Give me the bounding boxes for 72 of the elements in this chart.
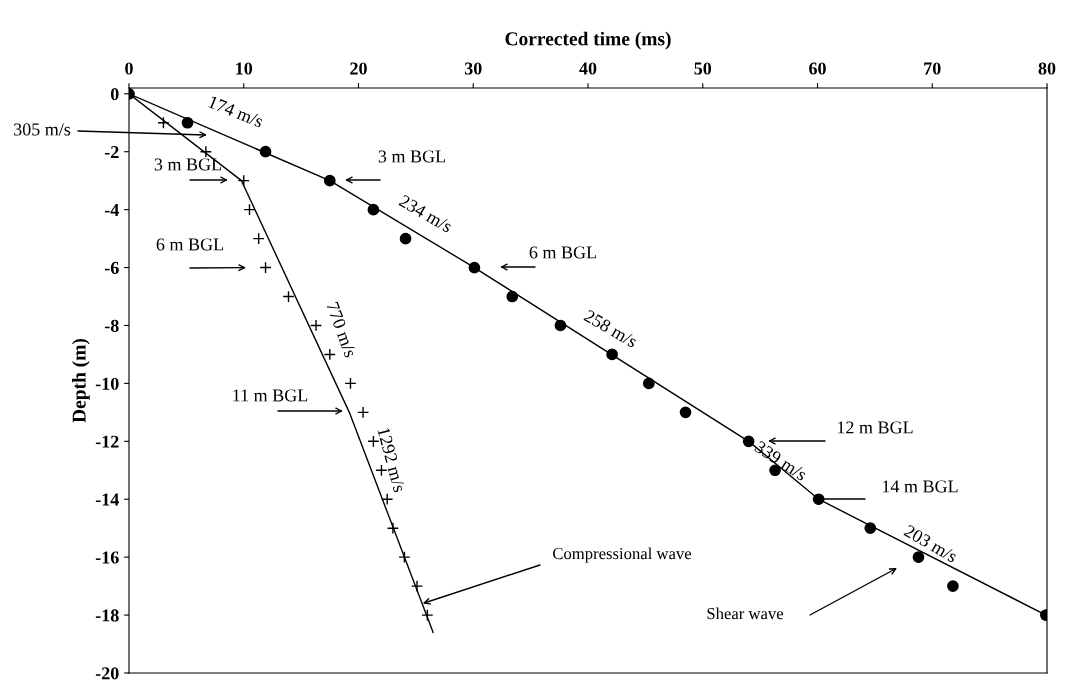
annotation: 11 m BGL — [233, 389, 308, 402]
point — [309, 319, 323, 332]
point — [468, 261, 481, 274]
x-tick-label: 40 — [579, 62, 597, 75]
x-axis-title: Corrected time (ms) — [505, 31, 671, 50]
annotation: 258 m/s — [583, 309, 639, 349]
point — [410, 580, 424, 593]
annotation: 3 m BGL — [154, 158, 222, 171]
annotation: 6 m BGL — [156, 238, 224, 251]
y-axis-title: Depth (m) — [72, 338, 90, 423]
point — [642, 377, 655, 390]
x-tick-label: 60 — [809, 62, 826, 75]
point — [323, 348, 336, 361]
point — [357, 406, 370, 419]
point — [259, 145, 272, 158]
x-tick-label: 20 — [350, 62, 367, 75]
annotation: 3 m BGL — [378, 150, 446, 163]
point — [323, 174, 336, 187]
point — [381, 493, 394, 506]
text: 305 m/s — [14, 123, 71, 136]
point — [252, 232, 265, 245]
y-tick-label: -6 — [104, 261, 119, 274]
point — [742, 435, 755, 448]
point — [769, 464, 781, 477]
point — [157, 116, 170, 129]
y-tick-label: 0 — [110, 88, 119, 101]
point — [259, 261, 272, 274]
point — [947, 580, 959, 592]
x-tick-label: 30 — [464, 62, 482, 75]
annotation: Shear wave — [707, 607, 784, 620]
y-tick-label: -12 — [95, 435, 119, 448]
y-tick-label: -20 — [95, 667, 119, 680]
annotation: 1292 m/s — [377, 427, 406, 493]
point — [181, 116, 194, 129]
point — [243, 203, 256, 216]
x-tick-label: 70 — [924, 62, 941, 75]
point — [282, 290, 295, 303]
x-tick-label: 50 — [694, 62, 712, 75]
point — [386, 522, 399, 535]
point — [864, 522, 877, 535]
y-tick-label: -10 — [95, 377, 119, 390]
point — [506, 290, 519, 303]
point — [421, 609, 434, 622]
point — [367, 203, 380, 216]
x-tick-label: 10 — [236, 62, 253, 75]
annotation: 339 m/s — [754, 440, 808, 482]
y-tick-label: -16 — [95, 551, 119, 564]
point — [606, 348, 618, 361]
annotation: 12 m BGL — [837, 421, 913, 434]
y-tick-label: -4 — [104, 204, 119, 216]
point — [375, 464, 388, 477]
point — [399, 232, 412, 245]
y-tick-label: -8 — [104, 319, 119, 332]
annotation: Compressional wave — [553, 547, 692, 563]
annotation: 203 m/s — [903, 524, 959, 564]
point — [554, 319, 567, 332]
annotation: 770 m/s — [326, 301, 357, 359]
annotation: 6 m BGL — [529, 246, 597, 259]
annotation: 174 m/s — [208, 95, 264, 128]
x-tick-label: 80 — [1038, 62, 1056, 75]
point — [912, 551, 925, 564]
point — [679, 406, 692, 419]
y-tick-label: -2 — [104, 146, 119, 158]
point — [344, 377, 357, 390]
y-tick-label: -14 — [95, 493, 119, 506]
point — [237, 174, 250, 187]
annotation: 234 m/s — [398, 194, 454, 234]
point — [398, 551, 411, 564]
x-tick-label: 0 — [125, 62, 133, 75]
annotation: 14 m BGL — [882, 480, 958, 493]
y-tick-label: -18 — [95, 609, 119, 622]
point — [199, 145, 212, 158]
